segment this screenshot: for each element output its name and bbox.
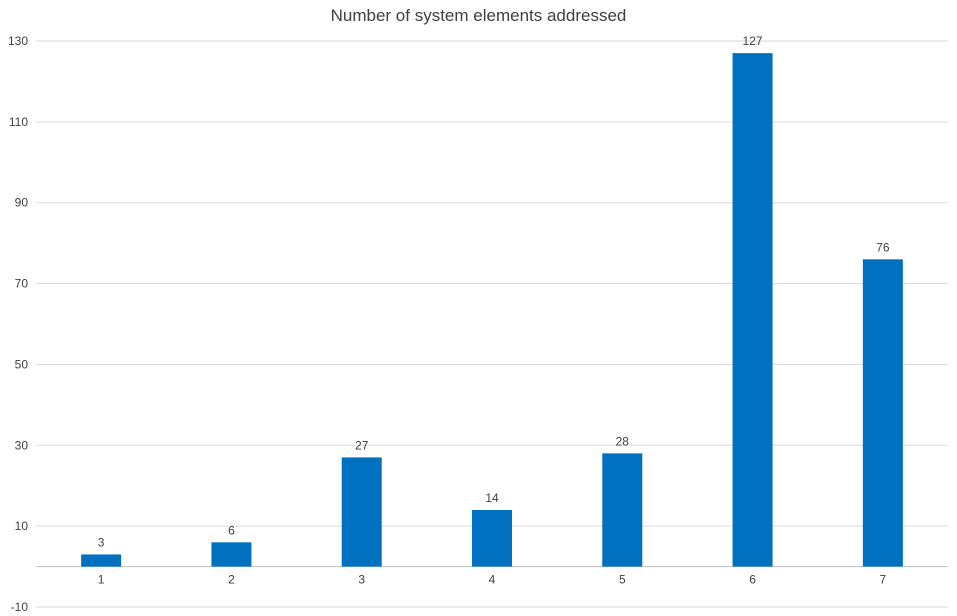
data-label: 28 — [616, 434, 630, 448]
bar-6 — [732, 53, 773, 567]
bar-5 — [602, 453, 643, 567]
x-tick-label: 7 — [880, 573, 887, 587]
y-tick-label: 10 — [15, 519, 29, 533]
x-tick-label: 1 — [98, 573, 105, 587]
data-label: 6 — [228, 523, 235, 537]
bar-4 — [472, 509, 512, 567]
tick-labels: 130 110 90 70 50 30 10 -10 1 2 3 4 5 6 7 — [8, 34, 887, 614]
data-label: 14 — [485, 491, 499, 505]
data-label: 27 — [355, 438, 369, 452]
gridlines — [36, 40, 948, 608]
y-tick-label: -10 — [11, 600, 29, 614]
bar-7 — [862, 259, 903, 567]
bar-3 — [341, 457, 382, 567]
x-tick-label: 6 — [749, 573, 756, 587]
x-tick-label: 2 — [228, 573, 235, 587]
y-tick-label: 90 — [15, 196, 29, 210]
data-label: 127 — [743, 34, 763, 48]
y-tick-label: 30 — [15, 438, 29, 452]
y-tick-label: 130 — [8, 34, 28, 48]
x-tick-label: 3 — [358, 573, 365, 587]
data-label: 76 — [876, 240, 890, 254]
bar-1 — [81, 554, 122, 567]
data-label: 3 — [98, 535, 105, 549]
y-tick-label: 110 — [9, 115, 28, 129]
y-tick-label: 50 — [15, 357, 29, 371]
x-tick-label: 5 — [619, 573, 626, 587]
bars — [81, 53, 903, 567]
chart-title: Number of system elements addressed — [330, 6, 627, 25]
x-tick-label: 4 — [489, 573, 496, 587]
y-tick-label: 70 — [15, 277, 29, 291]
bar-2 — [211, 542, 252, 567]
data-labels: 3 6 27 14 28 127 76 — [98, 34, 890, 549]
